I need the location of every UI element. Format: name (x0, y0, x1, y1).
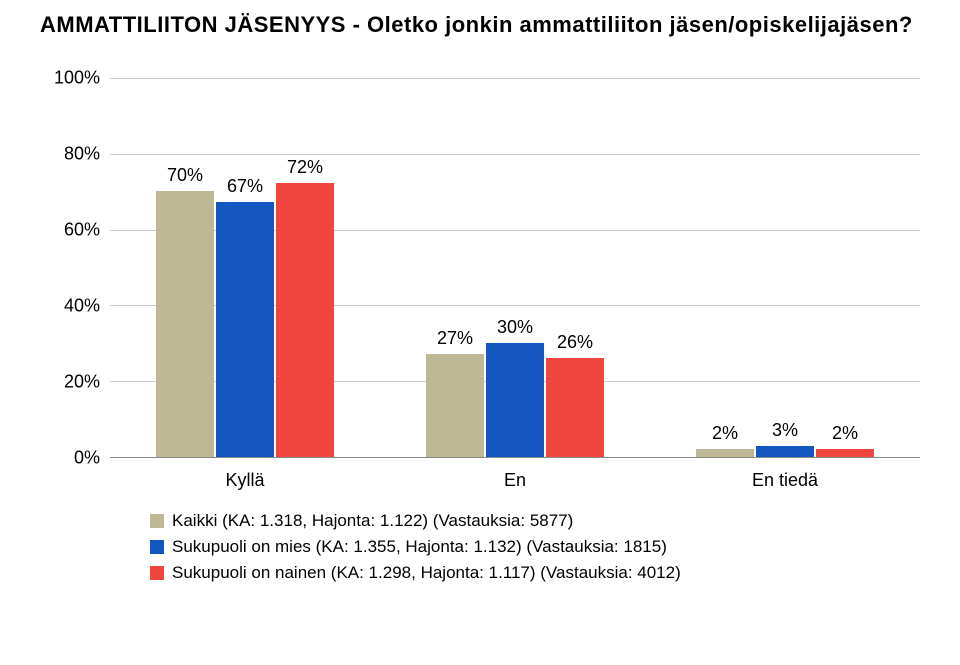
x-axis-row: Kyllä En En tiedä (40, 470, 920, 491)
bar-value-label: 27% (437, 328, 473, 350)
y-tick: 80% (64, 144, 100, 165)
legend: Kaikki (KA: 1.318, Hajonta: 1.122) (Vast… (40, 511, 920, 583)
bar-value-label: 3% (772, 420, 798, 442)
legend-label: Sukupuoli on nainen (KA: 1.298, Hajonta:… (172, 563, 681, 583)
y-tick: 100% (54, 68, 100, 89)
x-labels: Kyllä En En tiedä (110, 470, 920, 491)
legend-item: Kaikki (KA: 1.318, Hajonta: 1.122) (Vast… (150, 511, 920, 531)
bar (756, 446, 814, 457)
bar-value-label: 70% (167, 165, 203, 187)
bar (426, 354, 484, 457)
bar-col: 30% (485, 317, 545, 457)
x-category-label: Kyllä (132, 470, 359, 491)
bar (696, 449, 754, 457)
plot-row: 100% 80% 60% 40% 20% 0% 70% (40, 78, 920, 458)
bar-value-label: 2% (832, 423, 858, 445)
bar (546, 358, 604, 457)
bar-col: 70% (155, 165, 215, 457)
legend-item: Sukupuoli on nainen (KA: 1.298, Hajonta:… (150, 563, 920, 583)
bar-value-label: 26% (557, 332, 593, 354)
x-category-label: En (402, 470, 629, 491)
bar-col: 26% (545, 332, 605, 457)
plot-area: 70% 67% 72% 27% (110, 78, 920, 458)
x-category-label: En tiedä (672, 470, 899, 491)
bar-group: 2% 3% 2% (672, 420, 899, 457)
y-tick: 0% (74, 448, 100, 469)
bar-group: 27% 30% 26% (402, 317, 629, 457)
chart-title: AMMATTILIITON JÄSENYYS - Oletko jonkin a… (40, 12, 920, 38)
x-spacer (40, 470, 110, 491)
y-axis: 100% 80% 60% 40% 20% 0% (40, 78, 110, 458)
bar-col: 2% (695, 423, 755, 457)
bar (816, 449, 874, 457)
bar-value-label: 72% (287, 157, 323, 179)
bar-groups: 70% 67% 72% 27% (110, 78, 920, 457)
bar-col: 72% (275, 157, 335, 457)
bar-col: 2% (815, 423, 875, 457)
legend-label: Kaikki (KA: 1.318, Hajonta: 1.122) (Vast… (172, 511, 573, 531)
legend-label: Sukupuoli on mies (KA: 1.355, Hajonta: 1… (172, 537, 667, 557)
y-tick: 20% (64, 372, 100, 393)
y-tick: 40% (64, 296, 100, 317)
bar (216, 202, 274, 457)
bar-col: 67% (215, 176, 275, 457)
bar-value-label: 67% (227, 176, 263, 198)
bar-col: 27% (425, 328, 485, 457)
legend-swatch (150, 566, 164, 580)
bar-col: 3% (755, 420, 815, 457)
bar-chart: AMMATTILIITON JÄSENYYS - Oletko jonkin a… (0, 0, 960, 665)
bar (276, 183, 334, 457)
bar-group: 70% 67% 72% (132, 157, 359, 457)
legend-swatch (150, 540, 164, 554)
legend-swatch (150, 514, 164, 528)
legend-item: Sukupuoli on mies (KA: 1.355, Hajonta: 1… (150, 537, 920, 557)
bar-value-label: 30% (497, 317, 533, 339)
bar-value-label: 2% (712, 423, 738, 445)
bar (486, 343, 544, 457)
bar (156, 191, 214, 457)
y-tick: 60% (64, 220, 100, 241)
